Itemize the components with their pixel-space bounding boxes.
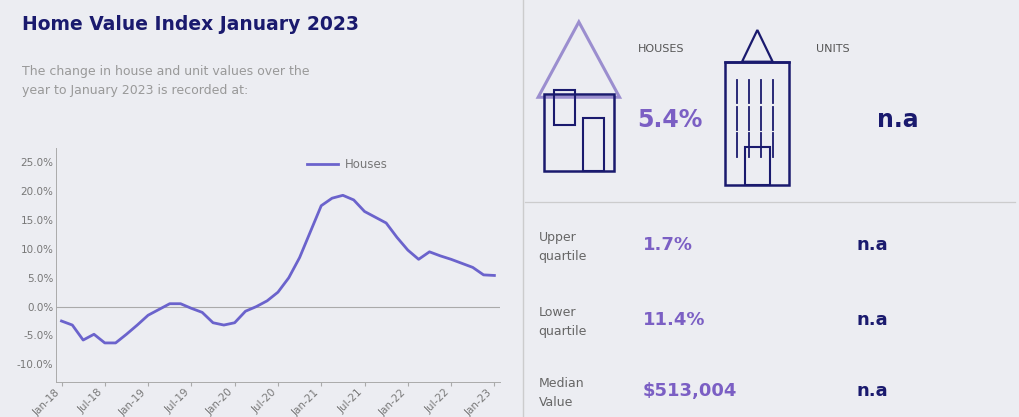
Text: n.a: n.a [856, 236, 888, 254]
Bar [744, 147, 769, 185]
Text: $513,004: $513,004 [642, 382, 737, 399]
Bar [553, 90, 575, 125]
Text: n.a: n.a [856, 311, 888, 329]
Text: Lower
quartile: Lower quartile [538, 306, 586, 338]
Text: n.a: n.a [856, 382, 888, 399]
Bar [582, 118, 603, 171]
Bar [543, 94, 613, 171]
Bar [725, 62, 789, 185]
Text: Median
Value: Median Value [538, 377, 584, 409]
Text: UNITS: UNITS [815, 44, 849, 54]
Text: Houses: Houses [344, 158, 387, 171]
Text: HOUSES: HOUSES [637, 44, 684, 54]
Text: The change in house and unit values over the
year to January 2023 is recorded at: The change in house and unit values over… [22, 65, 310, 97]
Text: 11.4%: 11.4% [642, 311, 704, 329]
Text: n.a: n.a [876, 108, 918, 133]
Text: Upper
quartile: Upper quartile [538, 231, 586, 263]
Text: 1.7%: 1.7% [642, 236, 692, 254]
Text: 5.4%: 5.4% [637, 108, 702, 133]
Text: Home Value Index January 2023: Home Value Index January 2023 [22, 15, 359, 34]
